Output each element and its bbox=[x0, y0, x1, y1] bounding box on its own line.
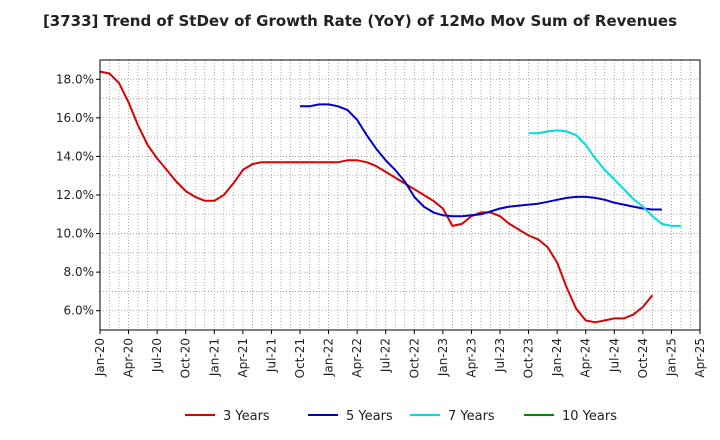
x-tick-label: Jul-23 bbox=[493, 338, 507, 373]
series-line-3-years bbox=[99, 70, 654, 324]
plot-frame bbox=[99, 59, 701, 331]
x-tick-label: Apr-24 bbox=[579, 338, 593, 378]
legend-label: 3 Years bbox=[223, 409, 270, 424]
x-tick-label: Oct-21 bbox=[293, 338, 307, 378]
y-tick-label: 16.0% bbox=[56, 111, 94, 125]
x-tick-label: Apr-23 bbox=[464, 338, 478, 378]
y-tick-label: 18.0% bbox=[56, 72, 94, 86]
x-tick-label: Apr-20 bbox=[122, 338, 136, 378]
x-tick-label: Jan-23 bbox=[436, 338, 450, 377]
x-tick-label: Oct-22 bbox=[407, 338, 421, 378]
x-tick-label: Jan-21 bbox=[207, 338, 221, 377]
x-tick-label: Jul-20 bbox=[150, 338, 164, 373]
series-lines bbox=[99, 70, 681, 324]
legend: 3 Years 5 Years 7 Years 10 Years bbox=[185, 409, 617, 424]
x-axis-ticks: Jan-20 Apr-20 Jul-20 Oct-20 Jan-21 Apr-21 Jul-… bbox=[93, 330, 707, 378]
x-tick-label: Apr-25 bbox=[693, 338, 707, 378]
legend-label: 7 Years bbox=[448, 409, 495, 424]
x-tick-label: Jul-21 bbox=[264, 338, 278, 373]
x-tick-label: Jul-22 bbox=[379, 338, 393, 373]
x-tick-label: Jan-25 bbox=[664, 338, 678, 377]
x-tick-label: Jan-22 bbox=[322, 338, 336, 377]
x-tick-label: Oct-24 bbox=[636, 338, 650, 378]
legend-label: 5 Years bbox=[346, 409, 393, 424]
x-tick-label: Apr-21 bbox=[236, 338, 250, 378]
y-tick-label: 6.0% bbox=[64, 304, 95, 318]
y-tick-label: 12.0% bbox=[56, 188, 94, 202]
legend-label: 10 Years bbox=[562, 409, 617, 424]
chart-title: [3733] Trend of StDev of Growth Rate (Yo… bbox=[42, 12, 678, 30]
x-tick-label: Oct-23 bbox=[522, 338, 536, 378]
x-tick-label: Jan-24 bbox=[550, 338, 564, 377]
x-tick-label: Oct-20 bbox=[179, 338, 193, 378]
x-tick-label: Apr-22 bbox=[350, 338, 364, 378]
series-line-5-years bbox=[300, 103, 662, 218]
y-tick-label: 8.0% bbox=[64, 265, 95, 279]
y-tick-label: 14.0% bbox=[56, 149, 94, 163]
y-tick-label: 10.0% bbox=[56, 227, 94, 241]
y-axis-ticks: 6.0% 8.0% 10.0% 12.0% 14.0% 16.0% 18.0% bbox=[56, 72, 100, 318]
x-tick-label: Jan-20 bbox=[93, 338, 107, 377]
grid-lines bbox=[100, 60, 700, 330]
x-tick-label: Jul-24 bbox=[607, 338, 621, 373]
series-line-7-years bbox=[528, 129, 681, 227]
